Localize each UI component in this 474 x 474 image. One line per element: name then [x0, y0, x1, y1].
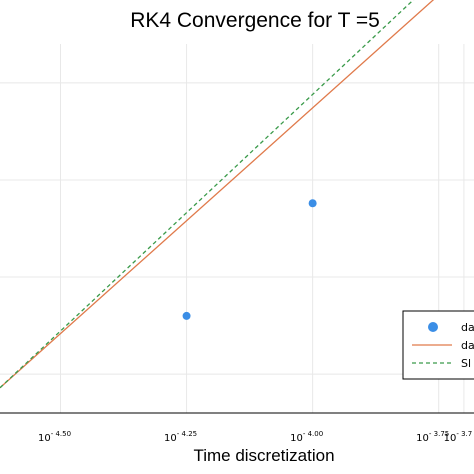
data-point — [308, 199, 317, 208]
x-axis-label: Time discretization — [193, 446, 334, 465]
legend-label: Sl — [461, 357, 471, 370]
x-tick-label: 10- 4.50 — [38, 430, 71, 444]
legend: da da Sl — [402, 310, 474, 380]
x-tick-label: 10- 4.00 — [290, 430, 323, 444]
x-tick-base: 10 — [290, 433, 303, 444]
x-tick-base: 10 — [416, 433, 429, 444]
x-tick-exponent: - 4.50 — [51, 430, 71, 438]
legend-label: da — [461, 321, 474, 334]
x-tick-base: 10 — [38, 433, 51, 444]
chart-title: RK4 Convergence for T =5 — [130, 9, 380, 32]
legend-label: da — [461, 339, 474, 352]
x-tick-exponent: - 4.00 — [303, 430, 323, 438]
x-tick-label: 10- 4.25 — [164, 430, 197, 444]
x-tick-base: 10 — [164, 433, 177, 444]
legend-marker — [428, 322, 438, 332]
x-tick-label: 10- 3.7 — [444, 430, 473, 444]
slope-reference-line — [0, 0, 415, 389]
x-tick-exponent: - 3.75 — [429, 430, 449, 438]
grid — [0, 44, 474, 413]
x-tick-label: 10- 3.75 — [416, 430, 449, 444]
x-tick-base: 10 — [444, 433, 457, 444]
data-point — [182, 311, 191, 320]
fit-line — [0, 0, 435, 389]
x-tick-exponent: - 4.25 — [177, 430, 197, 438]
x-tick-exponent: - 3.7 — [456, 430, 472, 438]
plot-area — [0, 0, 435, 389]
